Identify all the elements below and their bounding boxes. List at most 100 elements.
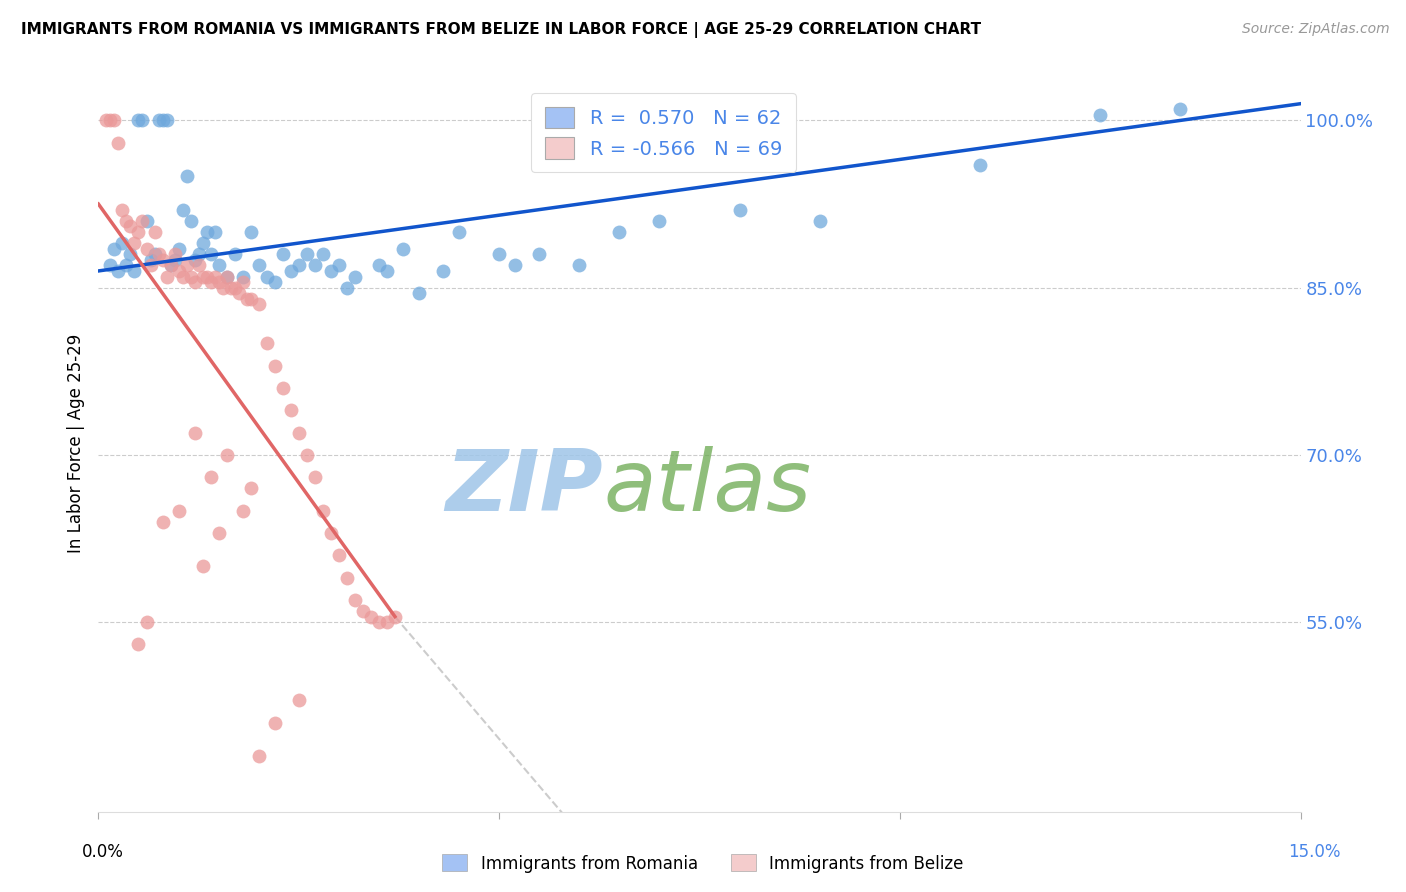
Text: Source: ZipAtlas.com: Source: ZipAtlas.com [1241,22,1389,37]
Point [180,269,202,284]
Point [319,264,342,278]
Point [204,225,226,239]
Point [232,503,254,517]
Point [131,113,153,128]
Y-axis label: In Labor Force | Age 25-29: In Labor Force | Age 25-29 [66,334,84,553]
Text: IMMIGRANTS FROM ROMANIA VS IMMIGRANTS FROM BELIZE IN LABOR FORCE | AGE 25-29 COR: IMMIGRANTS FROM ROMANIA VS IMMIGRANTS FR… [21,22,981,38]
Point [343,269,366,284]
Point [256,336,278,351]
Point [143,247,166,261]
Point [152,252,174,267]
Point [163,252,186,267]
Point [447,225,470,239]
Point [1088,108,1111,122]
Point [103,113,125,128]
Point [204,269,226,284]
Point [219,280,242,294]
Point [176,169,198,183]
Point [124,264,146,278]
Point [432,264,454,278]
Legend: R =  0.570   N = 62, R = -0.566   N = 69: R = 0.570 N = 62, R = -0.566 N = 69 [531,93,796,172]
Point [375,615,398,630]
Point [200,247,222,261]
Point [215,448,238,462]
Point [211,280,233,294]
Point [287,258,309,272]
Point [208,525,231,540]
Point [343,593,366,607]
Point [135,213,157,227]
Point [271,381,294,395]
Point [159,258,181,272]
Point [139,258,162,272]
Point [107,264,129,278]
Text: ZIP: ZIP [446,446,603,530]
Point [304,470,326,484]
Point [304,258,326,272]
Point [287,425,309,440]
Point [224,247,246,261]
Point [167,242,190,256]
Point [263,715,285,730]
Point [128,113,150,128]
Point [247,297,270,311]
Point [215,269,238,284]
Point [139,252,162,267]
Point [808,213,831,227]
Point [120,219,142,234]
Point [200,470,222,484]
Point [488,247,510,261]
Point [728,202,751,217]
Point [319,525,342,540]
Point [375,264,398,278]
Point [648,213,671,227]
Point [155,269,177,284]
Point [191,269,214,284]
Point [969,158,991,172]
Point [568,258,591,272]
Point [135,615,157,630]
Point [336,280,359,294]
Point [336,571,359,585]
Point [232,269,254,284]
Point [295,448,318,462]
Point [195,225,218,239]
Point [103,242,125,256]
Point [167,503,190,517]
Point [148,247,170,261]
Point [384,609,406,624]
Point [187,258,209,272]
Point [135,242,157,256]
Point [100,258,122,272]
Point [159,258,181,272]
Point [529,247,551,261]
Point [208,275,231,289]
Point [328,548,350,563]
Point [312,247,335,261]
Point [247,749,270,764]
Point [128,225,150,239]
Point [224,280,246,294]
Point [503,258,526,272]
Point [280,264,302,278]
Point [155,113,177,128]
Point [280,403,302,417]
Point [239,481,262,495]
Point [152,515,174,529]
Point [143,225,166,239]
Point [263,275,285,289]
Point [239,292,262,306]
Point [191,235,214,250]
Point [172,269,194,284]
Point [120,247,142,261]
Point [208,258,231,272]
Point [295,247,318,261]
Text: atlas: atlas [603,446,811,530]
Point [368,615,391,630]
Point [163,247,186,261]
Point [352,604,374,618]
Point [263,359,285,373]
Point [115,213,138,227]
Point [239,225,262,239]
Point [187,247,209,261]
